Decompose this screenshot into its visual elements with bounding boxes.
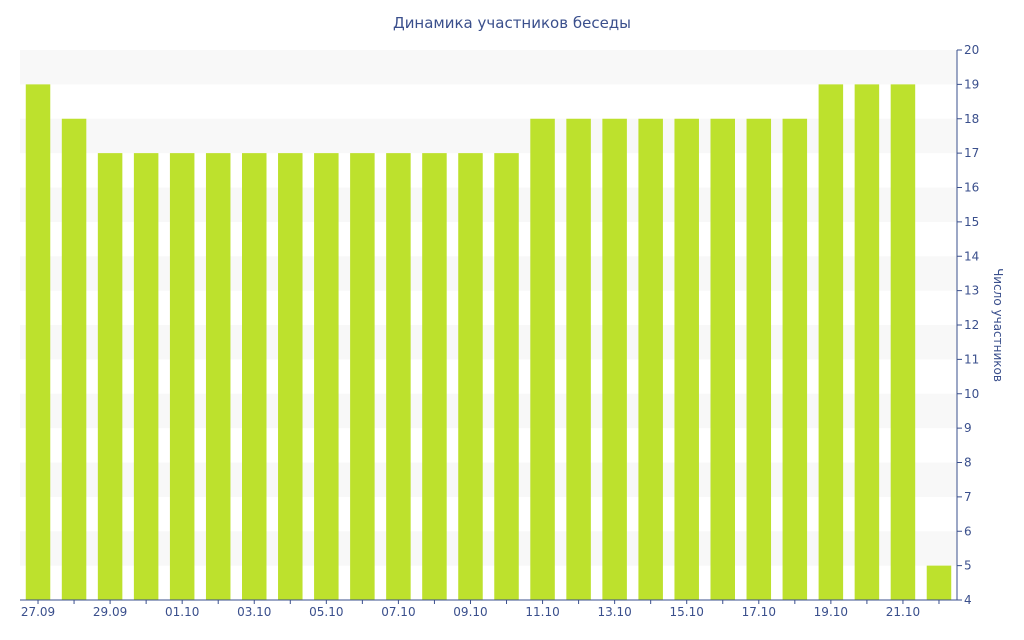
bar-10.10[interactable] xyxy=(494,153,519,600)
grid-bands xyxy=(20,50,957,566)
x-tick-label: 19.10 xyxy=(814,605,848,619)
y-tick-label: 14 xyxy=(964,249,979,263)
x-tick-label: 03.10 xyxy=(237,605,271,619)
y-tick-label: 12 xyxy=(964,318,979,332)
y-tick-label: 18 xyxy=(964,112,979,126)
bar-20.10[interactable] xyxy=(854,84,880,600)
grid-band xyxy=(20,187,957,222)
bar-12.10[interactable] xyxy=(566,118,591,600)
bar-29.09[interactable] xyxy=(97,153,123,600)
bar-08.10[interactable] xyxy=(422,153,447,600)
y-tick-label: 5 xyxy=(964,559,972,573)
bar-28.09[interactable] xyxy=(61,118,87,600)
grid-band xyxy=(20,256,957,291)
chart-title: Динамика участников беседы xyxy=(393,14,631,32)
bar-01.10[interactable] xyxy=(169,153,195,600)
x-tick-label: 01.10 xyxy=(165,605,199,619)
y-tick-label: 20 xyxy=(964,43,979,57)
y-tick-label: 17 xyxy=(964,146,979,160)
y-tick-label: 8 xyxy=(964,456,972,470)
y-tick-label: 6 xyxy=(964,524,972,538)
bar-18.10[interactable] xyxy=(782,118,808,600)
y-tick-label: 15 xyxy=(964,215,979,229)
y-tick-label: 11 xyxy=(964,352,979,366)
x-axis: 27.09 29.09 01.10 03.10 05.10 07.10 09.10 11.10… xyxy=(20,599,957,619)
bar-03.10[interactable] xyxy=(241,153,267,600)
y-tick-label: 7 xyxy=(964,490,972,504)
y-tick-label: 16 xyxy=(964,181,979,195)
bar-07.10[interactable] xyxy=(386,153,411,600)
grid-band xyxy=(20,50,957,85)
y-axis-label: Число участников xyxy=(991,268,1005,382)
bar-16.10[interactable] xyxy=(710,118,736,600)
x-tick-label: 13.10 xyxy=(597,605,631,619)
bar-11.10[interactable] xyxy=(530,118,555,600)
x-tick-label: 21.10 xyxy=(886,605,920,619)
bar-13.10[interactable] xyxy=(602,118,627,600)
y-tick-label: 19 xyxy=(964,77,979,91)
grid-band xyxy=(20,462,957,497)
bar-27.09[interactable] xyxy=(25,84,51,600)
bar-17.10[interactable] xyxy=(746,118,772,600)
grid-band xyxy=(20,325,957,360)
x-tick-label: 05.10 xyxy=(309,605,343,619)
x-tick-label: 27.09 xyxy=(21,605,55,619)
bar-04.10[interactable] xyxy=(278,153,303,600)
bar-15.10[interactable] xyxy=(674,118,699,600)
bar-02.10[interactable] xyxy=(205,153,231,600)
bar-19.10[interactable] xyxy=(818,84,844,600)
bar-05.10[interactable] xyxy=(314,153,339,600)
y-tick-label: 9 xyxy=(964,421,972,435)
bar-09.10[interactable] xyxy=(458,153,483,600)
y-tick-label: 4 xyxy=(964,593,972,607)
x-tick-label: 29.09 xyxy=(93,605,127,619)
bar-06.10[interactable] xyxy=(350,153,375,600)
x-tick-label: 17.10 xyxy=(742,605,776,619)
bar-30.09[interactable] xyxy=(133,153,159,600)
y-tick-label: 13 xyxy=(964,284,979,298)
bar-22.10[interactable] xyxy=(926,565,952,600)
x-tick-label: 09.10 xyxy=(453,605,487,619)
bar-14.10[interactable] xyxy=(638,118,663,600)
y-axis: 4 5 6 7 8 9 10 11 12 13 14 15 16 17 18 19 20 xyxy=(956,43,979,607)
grid-band xyxy=(20,118,957,154)
bar-21.10[interactable] xyxy=(890,84,916,600)
x-tick-label: 15.10 xyxy=(670,605,704,619)
y-tick-label: 10 xyxy=(964,387,979,401)
grid-band xyxy=(20,531,957,566)
x-tick-label: 11.10 xyxy=(525,605,559,619)
bars xyxy=(25,84,952,600)
x-tick-label: 07.10 xyxy=(381,605,415,619)
grid-band xyxy=(20,393,957,429)
